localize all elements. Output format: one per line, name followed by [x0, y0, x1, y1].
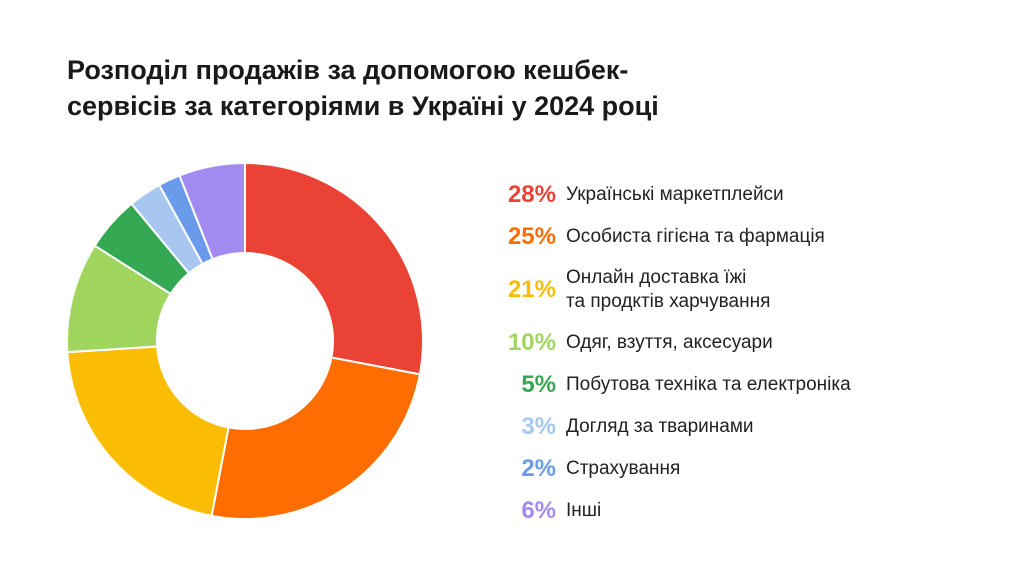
legend-label: Інші	[566, 500, 602, 521]
legend-label: Догляд за тваринами	[566, 416, 754, 437]
legend-item: 6% Інші	[488, 490, 988, 532]
chart-title: Розподіл продажів за допомогою кешбек- с…	[67, 52, 787, 124]
pie-slice-2	[210, 356, 422, 520]
chart-title-line-2: сервісів за категоріями в Україні у 2024…	[67, 91, 659, 121]
legend-item: 2% Страхування	[488, 448, 988, 490]
chart-title-line-1: Розподіл продажів за допомогою кешбек-	[67, 55, 629, 85]
legend-percent: 3%	[521, 413, 556, 440]
legend-percent: 10%	[507, 329, 556, 356]
legend-percent: 21%	[507, 276, 556, 303]
legend-item: 3% Догляд за тваринами	[488, 406, 988, 448]
legend-item: 25% Особиста гігієна та фармація	[488, 216, 988, 258]
legend-percent: 6%	[521, 497, 556, 524]
legend-item: 28% Українські маркетплейси	[488, 174, 988, 216]
pie-slice-3	[66, 345, 230, 518]
legend-percent: 28%	[507, 181, 556, 208]
legend-percent: 25%	[507, 223, 556, 250]
legend-item: 5% Побутова техніка та електроніка	[488, 364, 988, 406]
pie-slice-1	[244, 161, 424, 376]
legend-label: Побутова техніка та електроніка	[566, 374, 851, 395]
pie-slice-8	[178, 161, 246, 261]
legend-label: Одяг, взуття, аксесуари	[566, 332, 773, 353]
legend-percent: 5%	[521, 371, 556, 398]
legend-label: Особиста гігієна та фармація	[566, 226, 825, 247]
legend-item: 21% Онлайн доставка їжі та продктів харчу…	[488, 258, 988, 322]
chart-legend: 28% Українські маркетплейси 25% Особиста гі…	[488, 174, 988, 532]
legend-item: 10% Одяг, взуття, аксесуари	[488, 322, 988, 364]
legend-label: Страхування	[566, 458, 681, 479]
legend-label: Українські маркетплейси	[566, 184, 784, 205]
legend-percent: 2%	[521, 455, 556, 482]
legend-label: Онлайн доставка їжі та продктів харчуван…	[566, 267, 771, 312]
